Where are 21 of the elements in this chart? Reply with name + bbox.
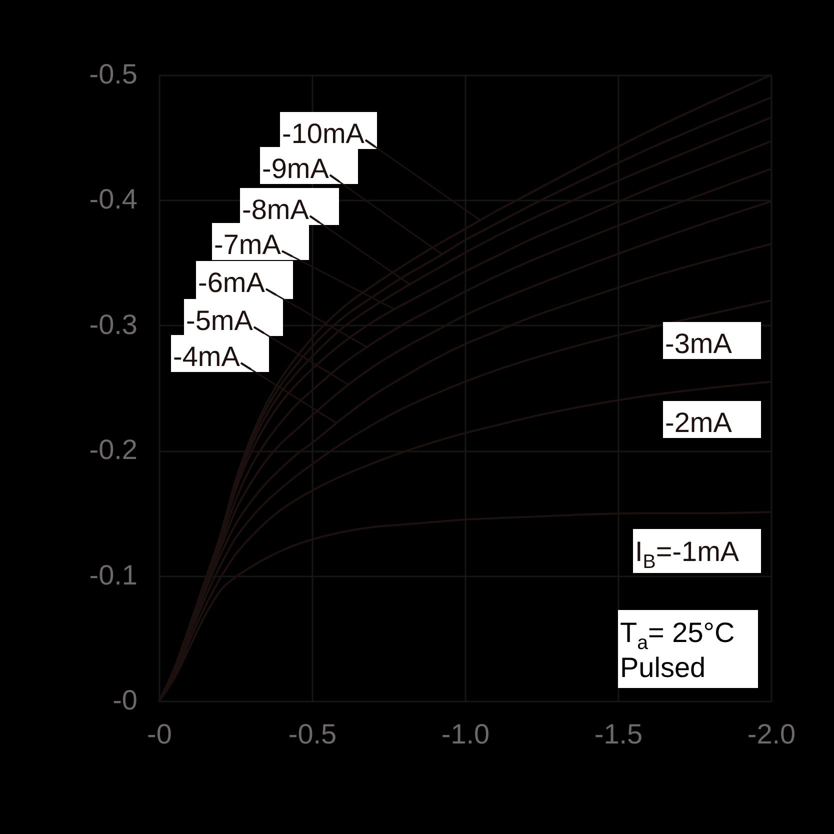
y-tick-label: -0.2 bbox=[89, 434, 138, 466]
legend-label: -7mA bbox=[214, 229, 282, 260]
x-tick-label: -0.5 bbox=[288, 718, 337, 750]
x-tick-label: -0 bbox=[147, 718, 172, 750]
y-tick-label: -0.3 bbox=[89, 308, 138, 340]
legend-label: -4mA bbox=[173, 341, 240, 372]
legend-label: -8mA bbox=[242, 194, 310, 225]
y-tick-label: -0.4 bbox=[89, 184, 138, 215]
x-tick-label: -1.5 bbox=[594, 718, 643, 750]
legend-label: -9mA bbox=[262, 153, 330, 184]
series-label: -3mA bbox=[665, 328, 732, 359]
annotation: Pulsed bbox=[620, 652, 706, 683]
series-label: -2mA bbox=[665, 407, 732, 438]
legend-label: -6mA bbox=[198, 267, 266, 298]
x-tick-label: -1.0 bbox=[441, 718, 490, 750]
y-tick-label: -0 bbox=[112, 684, 138, 716]
x-tick-label: -2.0 bbox=[747, 718, 796, 750]
legend-label: -10mA bbox=[282, 118, 365, 149]
y-tick-label: -0.5 bbox=[89, 58, 138, 90]
y-tick-label: -0.1 bbox=[89, 559, 138, 590]
legend-label: -5mA bbox=[186, 305, 254, 336]
